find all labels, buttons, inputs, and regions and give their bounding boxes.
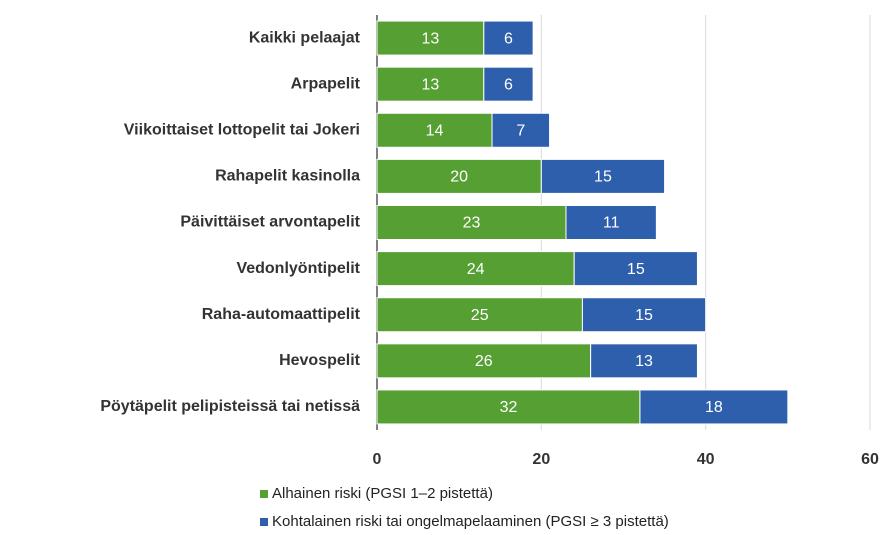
- bar-segment: [376, 20, 485, 56]
- value-label: 13: [422, 30, 440, 47]
- value-label: 15: [594, 169, 612, 186]
- legend-label: Kohtalainen riski tai ongelmapelaaminen …: [272, 513, 669, 530]
- value-label: 25: [471, 307, 489, 324]
- y-tick-label: Päivittäiset arvontapelit: [180, 214, 360, 231]
- value-label: 11: [603, 215, 620, 232]
- y-tick-label: Rahapelit kasinolla: [215, 168, 360, 185]
- value-label: 32: [500, 399, 518, 416]
- x-tick-label: 60: [861, 451, 879, 468]
- x-tick-label: 40: [697, 451, 715, 468]
- bar-segment: [483, 20, 534, 56]
- bar-segment: [565, 205, 657, 240]
- bar-segment: [573, 251, 698, 287]
- y-tick-label: Raha-automaattipelit: [202, 306, 361, 323]
- legend-label: Alhainen riski (PGSI 1–2 pistettä): [272, 485, 493, 502]
- value-label: 6: [504, 30, 513, 47]
- legend-swatch: [260, 518, 268, 526]
- bar-segment: [540, 158, 666, 194]
- y-tick-label: Arpapelit: [291, 75, 361, 92]
- y-tick-label: Kaikki pelaajat: [249, 29, 361, 46]
- bar-segment: [376, 112, 493, 148]
- bar-segment: [581, 297, 707, 333]
- y-tick-label: Viikoittaiset lottopelit tai Jokeri: [124, 121, 360, 138]
- value-label: 7: [516, 122, 525, 139]
- y-tick-label: Vedonlyöntipelit: [236, 260, 360, 277]
- value-label: 14: [426, 122, 444, 139]
- bar-segment: [376, 205, 567, 240]
- value-label: 26: [475, 353, 493, 370]
- value-label: 13: [635, 353, 653, 370]
- value-label: 18: [705, 399, 723, 416]
- y-tick-label: Pöytäpelit pelipisteissä tai netissä: [100, 398, 360, 415]
- y-tick-label: Hevospelit: [279, 352, 361, 369]
- value-label: 15: [627, 261, 645, 278]
- x-tick-label: 20: [532, 451, 550, 468]
- value-label: 24: [467, 261, 485, 278]
- bar-segment: [483, 66, 534, 102]
- bar-segment: [376, 66, 485, 102]
- value-label: 13: [422, 76, 440, 93]
- value-label: 23: [463, 215, 481, 232]
- bar-segment: [590, 343, 698, 379]
- bar-segment: [639, 389, 789, 425]
- bar-segment: [491, 112, 551, 148]
- bar-segment: [376, 251, 575, 287]
- value-label: 15: [635, 307, 653, 324]
- legend-swatch: [260, 490, 268, 498]
- value-label: 20: [450, 169, 468, 186]
- x-tick-label: 0: [373, 451, 382, 468]
- value-label: 6: [504, 76, 513, 93]
- bar-segment: [376, 297, 583, 333]
